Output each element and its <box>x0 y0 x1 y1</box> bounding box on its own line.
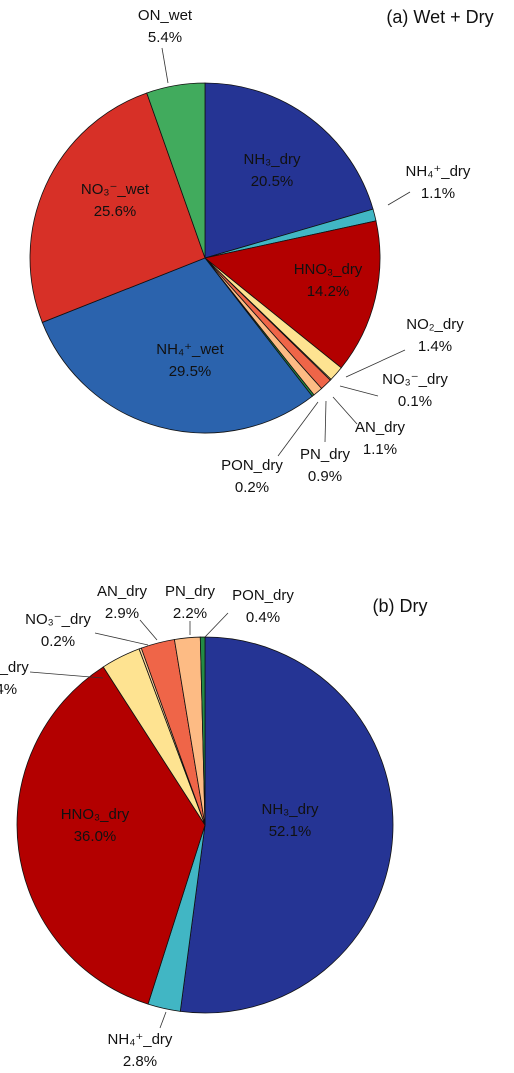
leader-line <box>139 619 158 641</box>
value-label: 36.0% <box>74 828 117 845</box>
value-label: 2.9% <box>105 605 139 622</box>
leader-line <box>94 632 149 646</box>
slice-label: NO₂_dry <box>0 659 29 676</box>
value-label: 25.6% <box>94 203 137 220</box>
slice-label: NH₃_dry <box>244 151 301 168</box>
value-label: 0.2% <box>41 633 75 650</box>
slice-label: NH₄⁺_dry <box>406 163 471 180</box>
value-label: 0.1% <box>398 393 432 410</box>
slice <box>204 82 374 259</box>
leader-line <box>345 349 406 378</box>
slice-label: NO₂_dry <box>406 316 464 333</box>
value-label: 20.5% <box>251 173 294 190</box>
slice-label: PON_dry <box>232 587 294 604</box>
slice-label: ON_wet <box>138 7 193 24</box>
slice-label: PN_dry <box>165 583 216 600</box>
slice <box>41 257 313 434</box>
value-label: 0.9% <box>308 468 342 485</box>
slice-label: NO₃⁻_wet <box>81 181 150 198</box>
value-label: 52.1% <box>269 823 312 840</box>
leader-line <box>29 671 104 679</box>
leader-line <box>387 191 411 206</box>
leader-line <box>204 612 229 638</box>
slice-label: AN_dry <box>355 419 406 436</box>
slice-label: PON_dry <box>221 457 283 474</box>
slice <box>146 82 206 259</box>
slice <box>29 92 206 323</box>
chart-title: (b) Dry <box>373 596 428 616</box>
leader-line <box>339 385 379 397</box>
value-label: 29.5% <box>169 363 212 380</box>
slice-label: NO₃⁻_dry <box>25 611 91 628</box>
slice <box>16 666 206 1005</box>
value-label: 1.1% <box>421 185 455 202</box>
slice-label: HNO₃_dry <box>294 261 363 278</box>
value-label: 1.4% <box>418 338 452 355</box>
slice-label: PN_dry <box>300 446 351 463</box>
leader-line <box>161 47 169 84</box>
value-label: 3.4% <box>0 681 17 698</box>
slice-label: AN_dry <box>97 583 148 600</box>
slice-label: NH₄⁺_wet <box>156 341 224 358</box>
slice-label: NH₃_dry <box>262 801 319 818</box>
slice-label: NH₄⁺_dry <box>108 1031 173 1048</box>
slice-label: HNO₃_dry <box>61 806 130 823</box>
value-label: 2.8% <box>123 1053 157 1070</box>
leader-line <box>324 400 327 443</box>
value-label: 0.2% <box>235 479 269 496</box>
leader-line <box>332 396 358 425</box>
slice <box>204 220 381 369</box>
slice <box>179 636 394 1014</box>
slice <box>199 636 206 826</box>
leader-line <box>159 1011 167 1029</box>
value-label: 5.4% <box>148 29 182 46</box>
value-label: 0.4% <box>246 609 280 626</box>
value-label: 2.2% <box>173 605 207 622</box>
value-label: 1.1% <box>363 441 397 458</box>
chart-title: (a) Wet + Dry <box>386 7 493 27</box>
value-label: 14.2% <box>307 283 350 300</box>
slice-label: NO₃⁻_dry <box>382 371 448 388</box>
leader-line <box>277 401 319 457</box>
